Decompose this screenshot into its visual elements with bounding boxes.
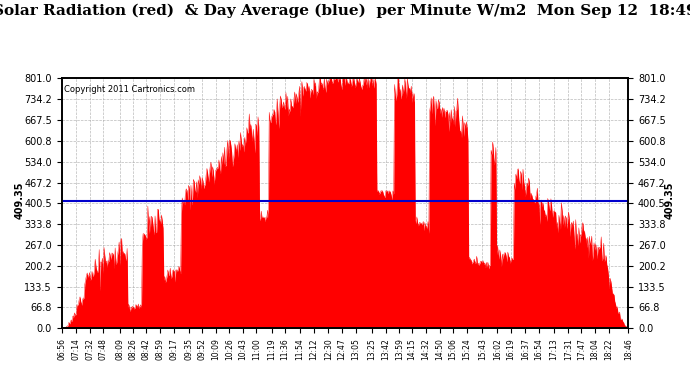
Text: Solar Radiation (red)  & Day Average (blue)  per Minute W/m2  Mon Sep 12  18:49: Solar Radiation (red) & Day Average (blu… <box>0 4 690 18</box>
Text: Copyright 2011 Cartronics.com: Copyright 2011 Cartronics.com <box>64 85 195 94</box>
Text: 409.35: 409.35 <box>665 182 675 219</box>
Text: 409.35: 409.35 <box>15 182 25 219</box>
